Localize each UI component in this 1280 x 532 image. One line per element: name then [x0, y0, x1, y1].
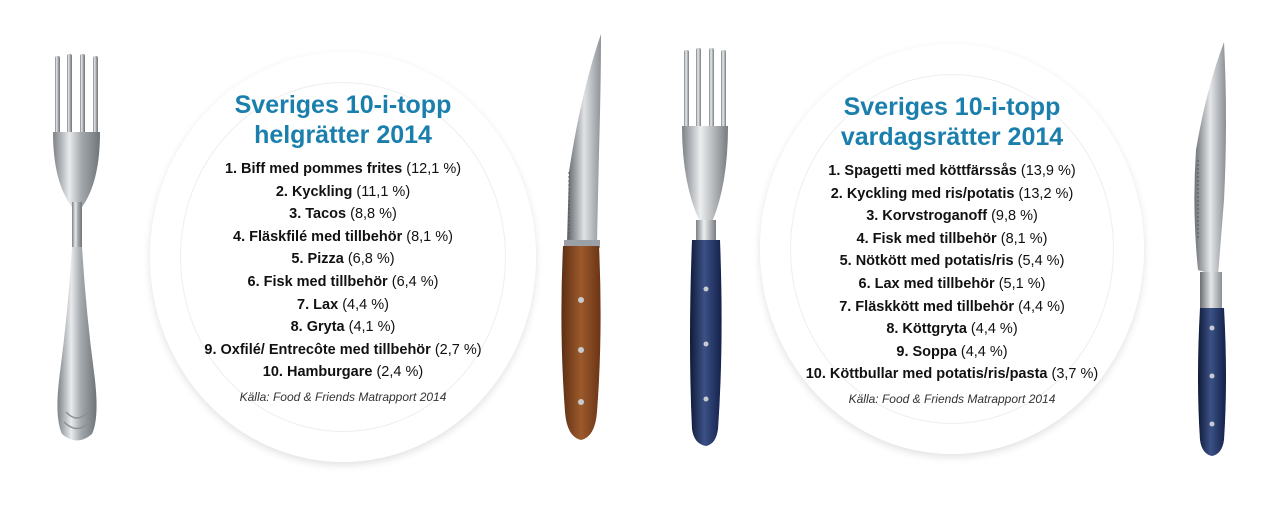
list-item: 1. Spagetti med köttfärssås (13,9 %): [828, 163, 1076, 179]
right-plate-rim: [790, 74, 1114, 424]
left-plate-source: Källa: Food & Friends Matrapport 2014: [239, 389, 447, 404]
list-item: 8. Köttgryta (4,4 %): [886, 321, 1018, 338]
list-item: 2. Kyckling (11,1 %): [275, 183, 411, 200]
list-item: 9. Oxfilé/ Entrecôte med tillbehör (2,7 …: [204, 341, 482, 358]
list-item: 3. Korvstroganoff (9,8 %): [866, 208, 1038, 225]
list-item: 9. Soppa (4,4 %): [896, 343, 1008, 360]
silver-fork-icon: [53, 54, 100, 441]
right-plate-title-line1: Sveriges 10-i-topp: [843, 93, 1061, 121]
list-item: 4. Fläskfilé med tillbehör (8,1 %): [233, 228, 453, 245]
left-plate-title-line2: helgrätter 2014: [254, 121, 432, 149]
list-item: 6. Fisk med tillbehör (6,4 %): [247, 273, 439, 290]
left-plate-rim: [180, 82, 506, 432]
list-item: 10. Hamburgare (2,4 %): [262, 364, 424, 381]
right-plate-title: Sveriges 10-i-topp vardagsrätter 2014: [760, 92, 1144, 152]
right-plate: [760, 44, 1144, 454]
left-plate: [150, 52, 536, 462]
list-item: 2. Kyckling med ris/potatis (13,2 %): [830, 185, 1074, 202]
list-item: 3. Tacos (8,8 %): [289, 206, 397, 223]
left-plate-title-line1: Sveriges 10-i-topp: [234, 91, 452, 119]
list-item: 6. Lax med tillbehör (5,1 %): [858, 275, 1046, 292]
list-item: 5. Nötkött med potatis/ris (5,4 %): [839, 253, 1065, 270]
blue-knife-icon: [1194, 42, 1226, 456]
list-item: 7. Lax (4,4 %): [297, 296, 389, 313]
wood-knife-icon: [561, 34, 601, 440]
list-item: 1. Biff med pommes frites (12,1 %): [224, 161, 462, 177]
list-item: 7. Fläskkött med tillbehör (4,4 %): [839, 298, 1065, 315]
right-plate-title-line2: vardagsrätter 2014: [840, 123, 1064, 151]
left-plate-list: 1. Biff med pommes frites (12,1 %) 2. Ky…: [150, 158, 536, 384]
list-item: 10. Köttbullar med potatis/ris/pasta (3,…: [805, 366, 1099, 383]
right-plate-source: Källa: Food & Friends Matrapport 2014: [848, 391, 1056, 406]
blue-fork-icon: [682, 48, 728, 446]
right-plate-list: 1. Spagetti med köttfärssås (13,9 %) 2. …: [760, 160, 1144, 386]
left-plate-content: Sveriges 10-i-topp helgrätter 2014 1. Bi…: [150, 90, 536, 404]
right-plate-content: Sveriges 10-i-topp vardagsrätter 2014 1.…: [760, 92, 1144, 406]
left-plate-title: Sveriges 10-i-topp helgrätter 2014: [150, 90, 536, 150]
list-item: 8. Gryta (4,1 %): [290, 319, 396, 336]
list-item: 4. Fisk med tillbehör (8,1 %): [856, 230, 1048, 247]
list-item: 5. Pizza (6,8 %): [291, 251, 395, 268]
